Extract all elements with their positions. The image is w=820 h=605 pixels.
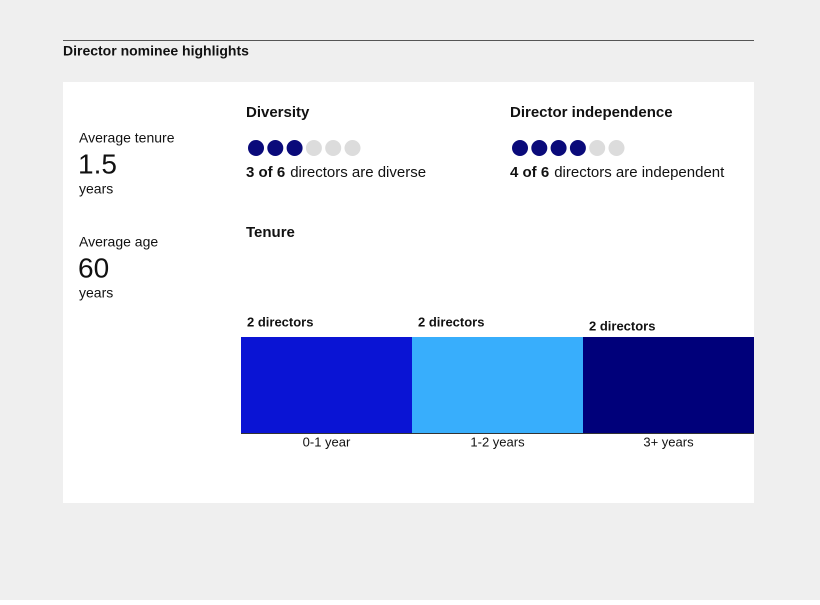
stat-label: Average tenure bbox=[79, 130, 175, 146]
dot bbox=[550, 140, 567, 156]
section-title: Director independence bbox=[510, 104, 673, 121]
summary-highlight: 3 of 6 bbox=[246, 164, 285, 181]
segment-label: 2 directors bbox=[589, 318, 655, 333]
dot bbox=[286, 140, 303, 156]
section-title: Tenure bbox=[246, 224, 295, 241]
dot bbox=[267, 140, 284, 156]
summary-highlight: 4 of 6 bbox=[510, 164, 549, 181]
dot bbox=[344, 140, 361, 156]
dot bbox=[569, 140, 586, 156]
segment-category: 0-1 year bbox=[303, 434, 351, 449]
dot bbox=[248, 140, 264, 156]
dot bbox=[589, 140, 606, 156]
segment-category: 3+ years bbox=[643, 434, 694, 449]
stat-value: 1.5 bbox=[78, 148, 117, 179]
dot bbox=[608, 140, 625, 156]
summary-text: directors are independent bbox=[554, 164, 725, 181]
stat-unit: years bbox=[79, 181, 113, 197]
stat-value: 60 bbox=[78, 252, 109, 283]
segment-label: 2 directors bbox=[418, 314, 484, 329]
dot bbox=[531, 140, 548, 156]
stat-unit: years bbox=[79, 285, 113, 301]
stat-label: Average age bbox=[79, 234, 158, 250]
summary: 4 of 6 directors are independent bbox=[510, 164, 725, 181]
tenure-segment bbox=[241, 337, 412, 433]
header-title: Director nominee highlights bbox=[63, 43, 249, 59]
summary: 3 of 6 directors are diverse bbox=[246, 164, 426, 181]
segment-label: 2 directors bbox=[247, 314, 313, 329]
section-title: Diversity bbox=[246, 104, 310, 121]
dot bbox=[325, 140, 342, 156]
summary-text: directors are diverse bbox=[290, 164, 426, 181]
dot bbox=[305, 140, 322, 156]
tenure-segment bbox=[583, 337, 754, 433]
segment-category: 1-2 years bbox=[470, 434, 525, 449]
dot bbox=[512, 140, 528, 156]
tenure-segment bbox=[412, 337, 583, 433]
